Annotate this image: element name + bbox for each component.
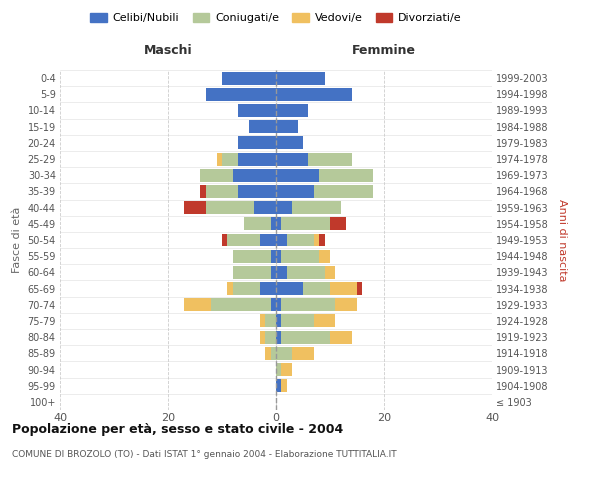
Bar: [335, 298, 357, 311]
Bar: [233, 282, 260, 295]
Bar: [227, 234, 260, 246]
Bar: [260, 330, 265, 344]
Bar: [276, 72, 325, 85]
Bar: [233, 266, 271, 279]
Bar: [314, 234, 319, 246]
Bar: [276, 282, 303, 295]
Bar: [222, 152, 238, 166]
Bar: [217, 152, 222, 166]
Bar: [222, 72, 276, 85]
Bar: [184, 298, 211, 311]
Bar: [276, 347, 292, 360]
Bar: [357, 282, 362, 295]
Bar: [276, 120, 298, 133]
Bar: [206, 201, 254, 214]
Bar: [330, 218, 346, 230]
Bar: [314, 314, 335, 328]
Bar: [303, 282, 330, 295]
Bar: [276, 266, 287, 279]
Bar: [249, 120, 276, 133]
Bar: [238, 185, 276, 198]
Text: Maschi: Maschi: [143, 44, 193, 57]
Bar: [271, 347, 276, 360]
Bar: [281, 250, 319, 262]
Bar: [276, 298, 281, 311]
Bar: [200, 185, 206, 198]
Bar: [276, 88, 352, 101]
Bar: [184, 201, 206, 214]
Bar: [200, 169, 233, 181]
Bar: [276, 250, 281, 262]
Bar: [260, 234, 276, 246]
Bar: [287, 266, 325, 279]
Legend: Celibi/Nubili, Coniugati/e, Vedovi/e, Divorziati/e: Celibi/Nubili, Coniugati/e, Vedovi/e, Di…: [86, 8, 466, 28]
Bar: [238, 104, 276, 117]
Bar: [265, 314, 276, 328]
Bar: [287, 234, 314, 246]
Text: Popolazione per età, sesso e stato civile - 2004: Popolazione per età, sesso e stato civil…: [12, 422, 343, 436]
Bar: [260, 282, 276, 295]
Bar: [254, 201, 276, 214]
Bar: [281, 379, 287, 392]
Bar: [292, 347, 314, 360]
Text: COMUNE DI BROZOLO (TO) - Dati ISTAT 1° gennaio 2004 - Elaborazione TUTTITALIA.IT: COMUNE DI BROZOLO (TO) - Dati ISTAT 1° g…: [12, 450, 397, 459]
Bar: [314, 185, 373, 198]
Bar: [308, 152, 352, 166]
Bar: [222, 234, 227, 246]
Bar: [265, 330, 276, 344]
Bar: [281, 330, 330, 344]
Bar: [206, 185, 238, 198]
Bar: [276, 136, 303, 149]
Bar: [292, 201, 341, 214]
Bar: [276, 104, 308, 117]
Bar: [276, 201, 292, 214]
Bar: [319, 169, 373, 181]
Bar: [276, 314, 281, 328]
Bar: [276, 330, 281, 344]
Y-axis label: Anni di nascita: Anni di nascita: [557, 198, 567, 281]
Bar: [238, 136, 276, 149]
Bar: [271, 298, 276, 311]
Bar: [281, 298, 335, 311]
Bar: [271, 266, 276, 279]
Y-axis label: Fasce di età: Fasce di età: [12, 207, 22, 273]
Bar: [271, 218, 276, 230]
Bar: [233, 169, 276, 181]
Bar: [238, 152, 276, 166]
Bar: [206, 88, 276, 101]
Bar: [276, 218, 281, 230]
Bar: [276, 363, 281, 376]
Bar: [276, 379, 281, 392]
Text: Femmine: Femmine: [352, 44, 416, 57]
Bar: [281, 218, 330, 230]
Bar: [233, 250, 271, 262]
Bar: [281, 363, 292, 376]
Bar: [330, 330, 352, 344]
Bar: [276, 185, 314, 198]
Bar: [260, 314, 265, 328]
Bar: [319, 250, 330, 262]
Bar: [271, 250, 276, 262]
Bar: [319, 234, 325, 246]
Bar: [211, 298, 271, 311]
Bar: [276, 234, 287, 246]
Bar: [265, 347, 271, 360]
Bar: [330, 282, 357, 295]
Bar: [244, 218, 271, 230]
Bar: [281, 314, 314, 328]
Bar: [276, 152, 308, 166]
Bar: [276, 169, 319, 181]
Bar: [325, 266, 335, 279]
Bar: [227, 282, 233, 295]
